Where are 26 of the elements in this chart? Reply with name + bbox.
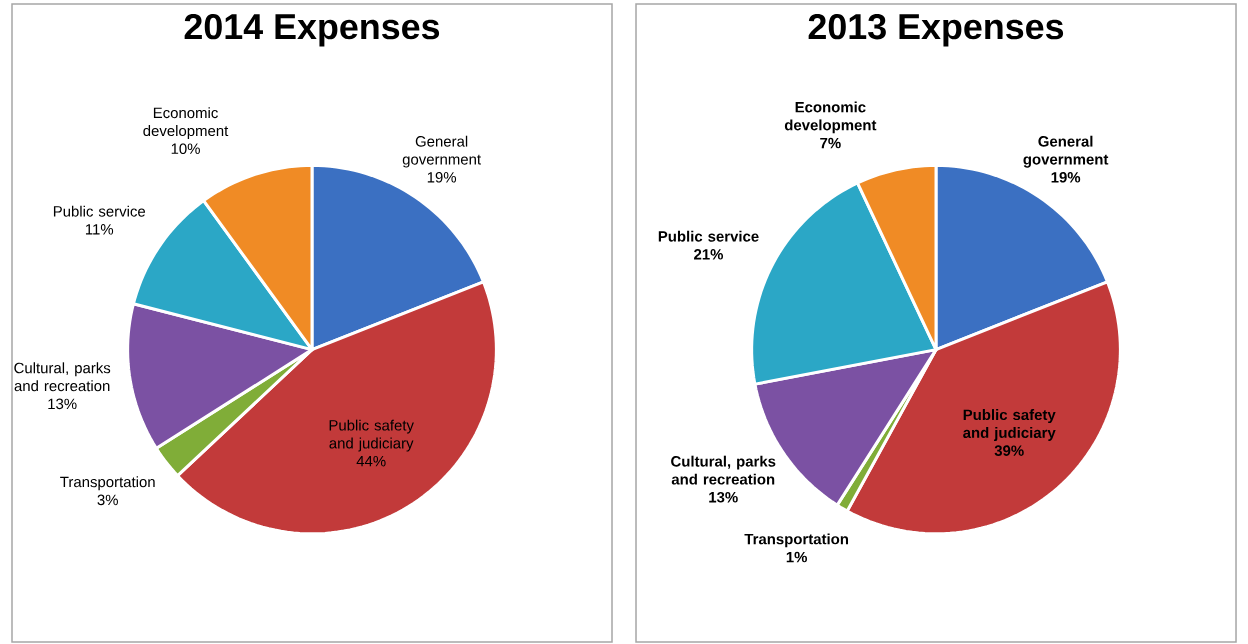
data-label: 1% bbox=[786, 551, 808, 563]
data-label: 13% bbox=[48, 398, 77, 410]
slice-label: Public service bbox=[658, 230, 759, 242]
slice-label: Cultural, parks and recreation bbox=[14, 362, 111, 392]
data-label: 11% bbox=[85, 224, 114, 235]
data-label: 19% bbox=[1051, 171, 1081, 183]
slice-label: Public service bbox=[53, 205, 146, 217]
slice-label: Public safety and judiciary bbox=[329, 419, 414, 452]
slice-label: General government bbox=[1023, 135, 1109, 168]
slice-label: Public safety and judiciary bbox=[963, 409, 1056, 441]
slice-label: Cultural, parks and recreation bbox=[671, 455, 776, 485]
chart-title: 2013 Expenses bbox=[808, 13, 1064, 47]
slice-label: General government bbox=[402, 135, 481, 168]
data-label: 3% bbox=[97, 494, 118, 506]
slice-label: Transportation bbox=[744, 533, 849, 548]
slice-label: Transportation bbox=[60, 476, 155, 491]
slice-label: Economic development bbox=[784, 101, 877, 134]
data-label: 13% bbox=[709, 491, 738, 503]
data-label: 19% bbox=[427, 171, 457, 183]
data-label: 10% bbox=[171, 143, 200, 155]
data-label: 39% bbox=[994, 445, 1024, 456]
data-label: 44% bbox=[356, 455, 386, 467]
data-label: 21% bbox=[694, 249, 724, 260]
data-label: 7% bbox=[820, 137, 841, 149]
chart-title: 2014 Expenses bbox=[184, 13, 440, 47]
slice-label: Economic development bbox=[143, 107, 229, 140]
